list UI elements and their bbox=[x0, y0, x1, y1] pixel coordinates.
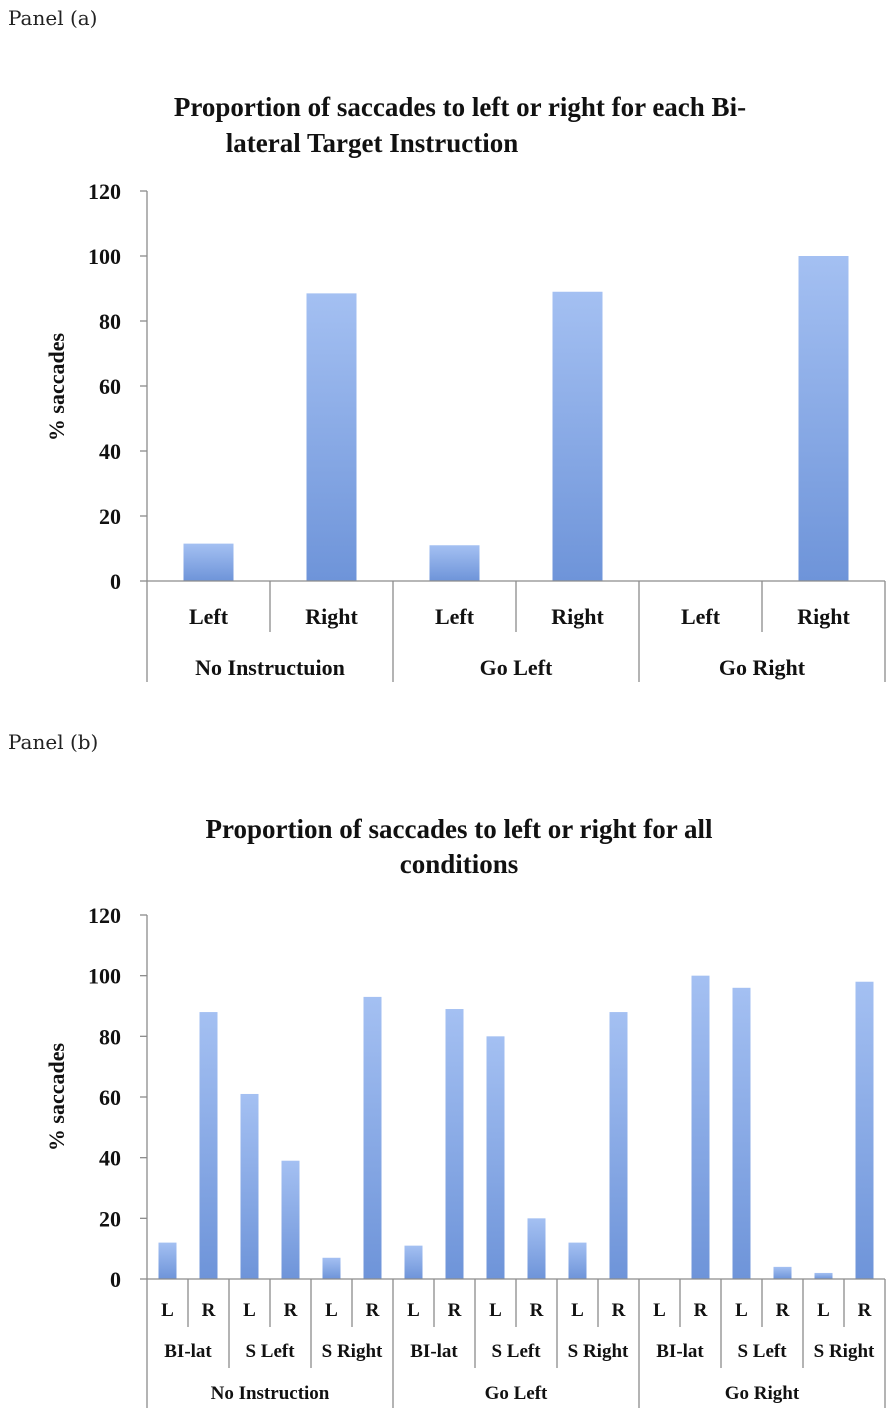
chart-b-side-label: L bbox=[407, 1300, 420, 1321]
chart-b-side-label: L bbox=[325, 1300, 338, 1321]
chart-a-bar bbox=[306, 293, 357, 581]
chart-b-bar bbox=[281, 1160, 300, 1279]
chart-b-target-label: BI-lat bbox=[410, 1341, 458, 1362]
chart-a-bar bbox=[552, 291, 603, 581]
chart-b-y-tick: 120 bbox=[88, 903, 121, 928]
chart-a-group-label: Go Left bbox=[480, 655, 553, 680]
chart-a-category-label: Left bbox=[189, 604, 229, 629]
chart-a-y-tick: 100 bbox=[88, 244, 121, 269]
chart-b-target-label: S Right bbox=[568, 1341, 629, 1362]
chart-b-y-axis-label: % saccades bbox=[44, 1042, 69, 1151]
chart-a-y-tick: 0 bbox=[110, 569, 121, 594]
chart-b-y-tick: 80 bbox=[99, 1024, 121, 1049]
chart-b-y-tick: 0 bbox=[110, 1267, 121, 1292]
chart-a-y-tick: 40 bbox=[99, 439, 121, 464]
chart-b-bar bbox=[855, 981, 874, 1279]
chart-b-bar bbox=[363, 996, 382, 1279]
chart-b-side-label: L bbox=[817, 1300, 830, 1321]
chart-b-bar bbox=[404, 1245, 423, 1279]
chart-b-bar bbox=[486, 1036, 505, 1279]
chart-b-side-label: L bbox=[735, 1300, 748, 1321]
chart-a-y-tick: 120 bbox=[88, 179, 121, 204]
chart-b-target-label: BI-lat bbox=[656, 1341, 704, 1362]
chart-b-side-label: R bbox=[612, 1300, 626, 1321]
chart-b-side-label: L bbox=[243, 1300, 256, 1321]
chart-b-side-label: L bbox=[161, 1300, 174, 1321]
panel-b-label: Panel (b) bbox=[8, 730, 99, 754]
chart-b-side-label: R bbox=[448, 1300, 462, 1321]
chart-a-y-tick: 20 bbox=[99, 504, 121, 529]
chart-a-category-label: Left bbox=[681, 604, 721, 629]
chart-b-side-label: R bbox=[202, 1300, 216, 1321]
chart-b-bar bbox=[445, 1009, 464, 1279]
chart-b-bar bbox=[322, 1257, 341, 1279]
chart-b-y-tick: 60 bbox=[99, 1085, 121, 1110]
chart-b-side-label: L bbox=[489, 1300, 502, 1321]
chart-a-y-axis-label: % saccades bbox=[44, 332, 69, 441]
chart-b-side-label: R bbox=[284, 1300, 298, 1321]
chart-b-bar bbox=[814, 1272, 833, 1279]
chart-b-target-label: BI-lat bbox=[164, 1341, 212, 1362]
chart-b-y-tick: 100 bbox=[88, 964, 121, 989]
chart-b-target-label: S Left bbox=[491, 1341, 541, 1362]
chart-a-bar bbox=[183, 543, 234, 581]
chart-b-side-label: R bbox=[776, 1300, 790, 1321]
chart-a: Proportion of saccades to left or right … bbox=[44, 92, 886, 682]
chart-b-bar bbox=[527, 1218, 546, 1279]
chart-b-side-label: R bbox=[530, 1300, 544, 1321]
chart-b-group-label: Go Right bbox=[725, 1383, 800, 1404]
chart-a-title-line-1: Proportion of saccades to left or right … bbox=[174, 92, 746, 122]
chart-b-target-label: S Right bbox=[322, 1341, 383, 1362]
chart-b-y-tick: 40 bbox=[99, 1146, 121, 1171]
chart-a-category-label: Left bbox=[435, 604, 475, 629]
chart-b-bar bbox=[773, 1266, 792, 1279]
chart-b-group-label: Go Left bbox=[485, 1383, 548, 1404]
chart-b-title-line-2: conditions bbox=[400, 849, 519, 879]
chart-b-title-line-1: Proportion of saccades to left or right … bbox=[206, 814, 713, 844]
panel-a-label: Panel (a) bbox=[8, 6, 98, 30]
chart-a-y-tick: 80 bbox=[99, 309, 121, 334]
chart-b-bar bbox=[240, 1093, 259, 1279]
chart-b-y-tick: 20 bbox=[99, 1206, 121, 1231]
chart-b-side-label: R bbox=[858, 1300, 872, 1321]
chart-b-group-label: No Instruction bbox=[211, 1383, 330, 1404]
chart-b-bar bbox=[691, 975, 710, 1279]
chart-b-bar bbox=[199, 1012, 218, 1279]
chart-b-bar bbox=[609, 1012, 628, 1279]
chart-a-y-tick: 60 bbox=[99, 374, 121, 399]
chart-b-side-label: R bbox=[366, 1300, 380, 1321]
chart-b-target-label: S Left bbox=[245, 1341, 295, 1362]
chart-b-side-label: L bbox=[571, 1300, 584, 1321]
chart-b-bar bbox=[158, 1242, 177, 1279]
chart-a-group-label: No Instructuion bbox=[195, 655, 345, 680]
chart-b-side-label: R bbox=[694, 1300, 708, 1321]
chart-a-category-label: Right bbox=[305, 604, 358, 629]
chart-b: Proportion of saccades to left or right … bbox=[44, 814, 886, 1408]
chart-b-bar bbox=[732, 987, 751, 1279]
chart-a-group-label: Go Right bbox=[719, 655, 806, 680]
chart-b-side-label: L bbox=[653, 1300, 666, 1321]
chart-a-title-line-2: lateral Target Instruction bbox=[226, 128, 518, 158]
chart-b-target-label: S Left bbox=[737, 1341, 787, 1362]
chart-a-category-label: Right bbox=[551, 604, 604, 629]
chart-a-bar bbox=[429, 545, 480, 581]
chart-b-target-label: S Right bbox=[814, 1341, 875, 1362]
chart-b-bar bbox=[568, 1242, 587, 1279]
chart-a-category-label: Right bbox=[797, 604, 850, 629]
chart-a-bar bbox=[798, 256, 849, 581]
